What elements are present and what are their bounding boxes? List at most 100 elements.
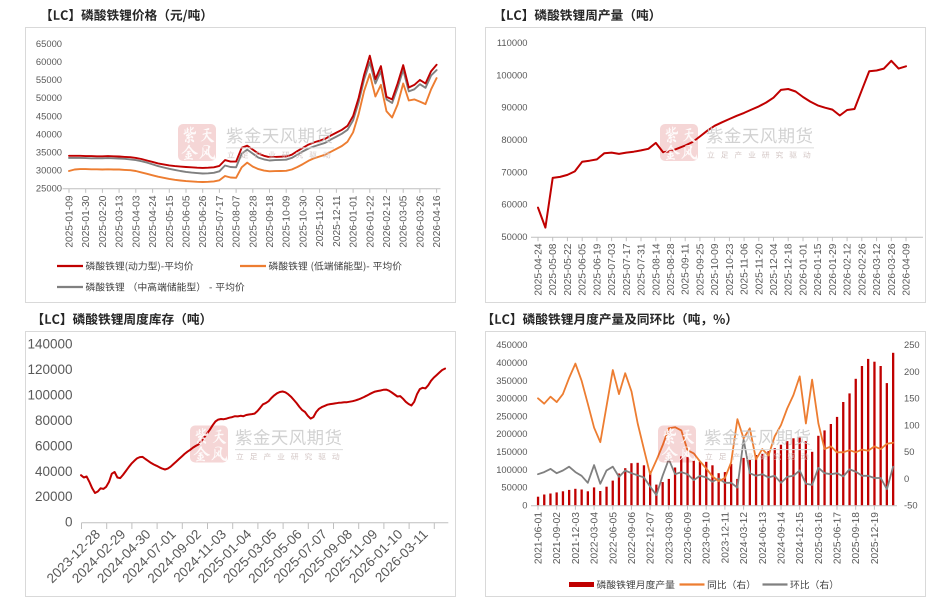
svg-text:2025-07-03: 2025-07-03: [607, 243, 618, 295]
svg-text:100000: 100000: [27, 388, 72, 403]
svg-text:2025-04-03: 2025-04-03: [131, 195, 142, 247]
svg-text:2022-03-04: 2022-03-04: [590, 512, 601, 564]
svg-text:2025-07-17: 2025-07-17: [622, 243, 633, 295]
svg-text:2025-09-11: 2025-09-11: [681, 243, 692, 295]
svg-text:110000: 110000: [497, 37, 528, 48]
svg-text:0: 0: [65, 515, 73, 530]
svg-text:2025-04-24: 2025-04-24: [534, 243, 545, 295]
svg-text:2025-12-11: 2025-12-11: [332, 195, 343, 247]
svg-text:350000: 350000: [496, 375, 527, 386]
svg-text:2025-04-24: 2025-04-24: [148, 195, 159, 247]
svg-text:2026-01-01: 2026-01-01: [349, 195, 360, 247]
svg-text:45000: 45000: [36, 110, 62, 121]
svg-text:2025-06-05: 2025-06-05: [182, 195, 193, 247]
svg-text:2025-06-17: 2025-06-17: [833, 512, 844, 564]
svg-text:2025-09-18: 2025-09-18: [265, 195, 276, 247]
svg-text:2025-05-22: 2025-05-22: [563, 243, 574, 295]
svg-text:50000: 50000: [501, 482, 527, 493]
svg-text:200: 200: [904, 366, 920, 377]
svg-text:20000: 20000: [35, 489, 73, 504]
svg-text:2025-06-26: 2025-06-26: [198, 195, 209, 247]
svg-text:250000: 250000: [496, 410, 527, 421]
svg-text:2025-10-09: 2025-10-09: [282, 195, 293, 247]
svg-text:30000: 30000: [36, 165, 62, 176]
svg-text:2024-06-13: 2024-06-13: [758, 512, 769, 564]
svg-text:90000: 90000: [501, 102, 527, 113]
svg-text:2025-02-20: 2025-02-20: [98, 195, 109, 247]
svg-text:50000: 50000: [501, 231, 527, 242]
svg-text:2025-09-18: 2025-09-18: [851, 512, 862, 564]
svg-text:2025-08-14: 2025-08-14: [651, 243, 662, 295]
svg-text:40000: 40000: [35, 464, 73, 479]
svg-text:2026-03-26: 2026-03-26: [887, 243, 898, 295]
svg-text:65000: 65000: [36, 38, 62, 49]
svg-text:25000: 25000: [36, 183, 62, 194]
svg-text:2025-12-04: 2025-12-04: [769, 243, 780, 295]
svg-text:80000: 80000: [35, 413, 73, 428]
svg-text:2025-10-23: 2025-10-23: [725, 243, 736, 295]
svg-text:2026-02-12: 2026-02-12: [843, 243, 854, 295]
svg-text:2025-09-25: 2025-09-25: [695, 243, 706, 295]
svg-text:2025-06-05: 2025-06-05: [578, 243, 589, 295]
svg-text:2025-08-28: 2025-08-28: [248, 195, 259, 247]
svg-text:-50: -50: [904, 500, 918, 511]
svg-text:2022-06-05: 2022-06-05: [608, 512, 619, 564]
svg-text:140000: 140000: [27, 337, 72, 352]
svg-text:2021-12-03: 2021-12-03: [571, 512, 582, 564]
svg-text:2026-02-26: 2026-02-26: [857, 243, 868, 295]
svg-text:2025-08-28: 2025-08-28: [666, 243, 677, 295]
svg-text:2025-07-17: 2025-07-17: [215, 195, 226, 247]
svg-text:2026-01-22: 2026-01-22: [365, 195, 376, 247]
svg-text:2025-11-06: 2025-11-06: [740, 243, 751, 295]
svg-text:450000: 450000: [496, 339, 527, 350]
svg-text:2026-03-26: 2026-03-26: [415, 195, 426, 247]
svg-text:2025-05-08: 2025-05-08: [548, 243, 559, 295]
svg-text:60000: 60000: [36, 56, 62, 67]
svg-text:2025-10-30: 2025-10-30: [298, 195, 309, 247]
svg-text:2025-03-16: 2025-03-16: [814, 512, 825, 564]
svg-text:2026-01-01: 2026-01-01: [799, 243, 810, 295]
svg-text:40000: 40000: [36, 128, 62, 139]
svg-text:400000: 400000: [496, 357, 527, 368]
svg-text:100000: 100000: [496, 69, 527, 80]
svg-text:100: 100: [904, 419, 920, 430]
svg-text:2025-10-09: 2025-10-09: [710, 243, 721, 295]
svg-text:2026-04-09: 2026-04-09: [902, 243, 913, 295]
svg-text:2026-01-29: 2026-01-29: [828, 243, 839, 295]
svg-text:2026-01-15: 2026-01-15: [813, 243, 824, 295]
svg-text:2025-06-19: 2025-06-19: [592, 243, 603, 295]
svg-text:55000: 55000: [36, 74, 62, 85]
svg-text:50: 50: [904, 446, 914, 457]
svg-text:2025-12-19: 2025-12-19: [870, 512, 881, 564]
svg-text:80000: 80000: [501, 134, 527, 145]
svg-text:2023-09-10: 2023-09-10: [702, 512, 713, 564]
svg-text:60000: 60000: [501, 199, 527, 210]
svg-text:2021-06-01: 2021-06-01: [534, 512, 545, 564]
svg-text:2023-03-08: 2023-03-08: [664, 512, 675, 564]
svg-text:2025-12-18: 2025-12-18: [784, 243, 795, 295]
svg-text:200000: 200000: [496, 428, 527, 439]
svg-text:150: 150: [904, 393, 920, 404]
svg-text:2024-03-12: 2024-03-12: [739, 512, 750, 564]
svg-text:2023-12-11: 2023-12-11: [720, 512, 731, 564]
svg-text:2026-02-12: 2026-02-12: [382, 195, 393, 247]
svg-text:2025-11-20: 2025-11-20: [315, 195, 326, 247]
svg-text:2025-07-31: 2025-07-31: [637, 243, 648, 295]
svg-text:70000: 70000: [501, 166, 527, 177]
svg-text:2022-09-06: 2022-09-06: [627, 512, 638, 564]
svg-text:60000: 60000: [35, 438, 73, 453]
svg-text:2025-01-09: 2025-01-09: [65, 195, 76, 247]
svg-text:2023-06-09: 2023-06-09: [683, 512, 694, 564]
svg-text:35000: 35000: [36, 146, 62, 157]
svg-text:2026-03-05: 2026-03-05: [399, 195, 410, 247]
svg-text:0: 0: [522, 499, 527, 510]
svg-text:150000: 150000: [496, 446, 527, 457]
svg-text:2026-03-12: 2026-03-12: [872, 243, 883, 295]
svg-text:2025-01-30: 2025-01-30: [81, 195, 92, 247]
svg-text:2025-08-07: 2025-08-07: [232, 195, 243, 247]
svg-text:2025-03-13: 2025-03-13: [115, 195, 126, 247]
svg-text:2025-11-20: 2025-11-20: [754, 243, 765, 295]
svg-text:2021-09-02: 2021-09-02: [552, 512, 563, 564]
svg-text:2024-09-14: 2024-09-14: [777, 512, 788, 564]
svg-text:2025-05-15: 2025-05-15: [165, 195, 176, 247]
